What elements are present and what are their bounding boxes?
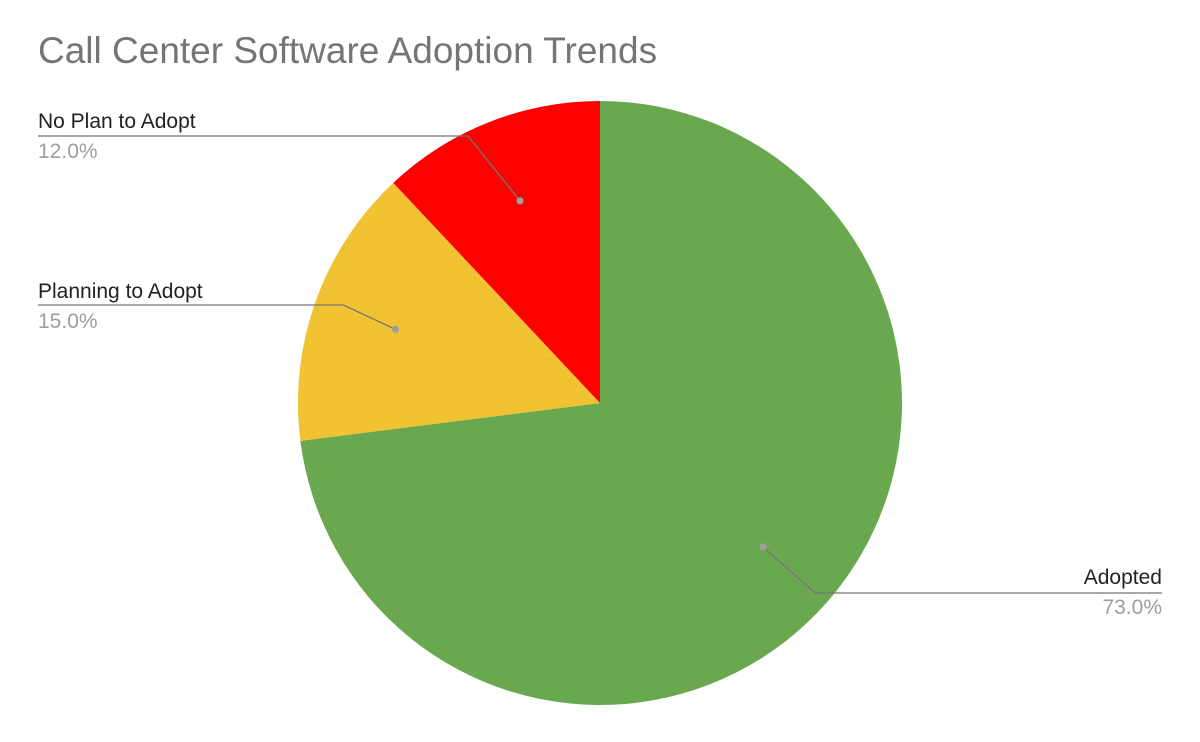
leader-line-adopted [762, 546, 1162, 594]
pie-slice-planning-to-adopt[interactable] [297, 182, 600, 441]
slice-label-planning-to-adopt: Planning to Adopt [38, 280, 203, 303]
leader-line-planning-to-adopt [38, 304, 396, 330]
leader-dot-no-plan-to-adopt [516, 197, 524, 205]
slice-label-adopted: Adopted [1084, 566, 1162, 589]
leader-line-no-plan-to-adopt [38, 135, 521, 202]
chart-title: Call Center Software Adoption Trends [38, 30, 658, 71]
pie-slice-adopted[interactable] [300, 101, 902, 705]
slice-value-adopted: 73.0% [1102, 596, 1162, 619]
pie-slice-no-plan-to-adopt[interactable] [393, 101, 600, 403]
leader-dot-planning-to-adopt [391, 325, 399, 333]
leader-dot-adopted [759, 543, 767, 551]
slice-value-planning-to-adopt: 15.0% [38, 310, 98, 333]
slice-label-no-plan-to-adopt: No Plan to Adopt [38, 110, 196, 133]
slice-value-no-plan-to-adopt: 12.0% [38, 140, 98, 163]
